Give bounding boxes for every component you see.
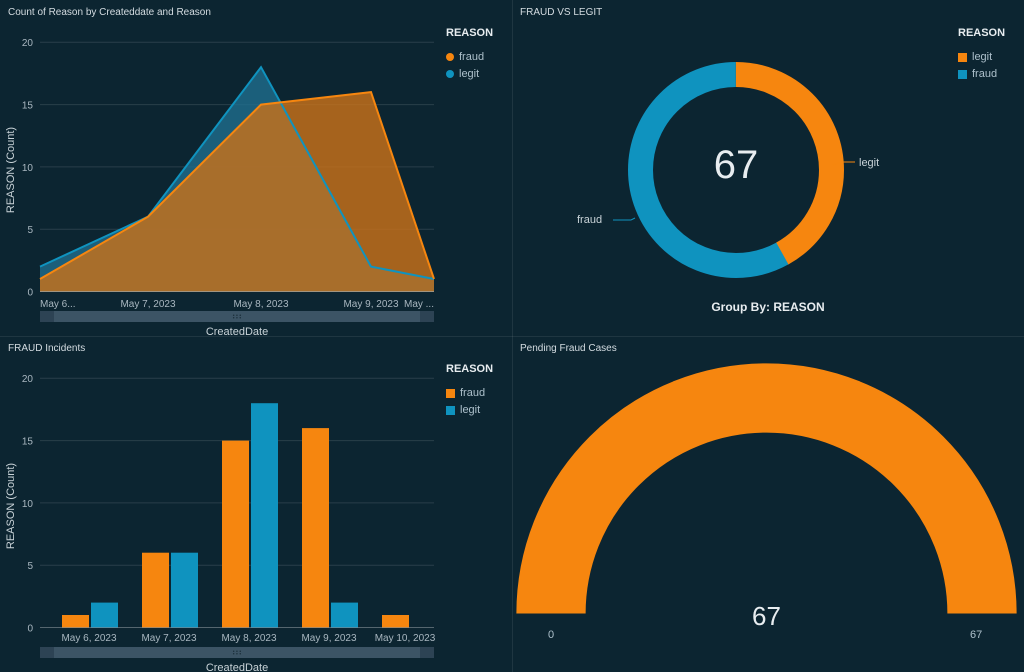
svg-text:May 6, 2023: May 6, 2023: [61, 633, 116, 644]
svg-text:67: 67: [714, 143, 759, 187]
svg-text:May 9, 2023: May 9, 2023: [301, 633, 356, 644]
svg-text:20: 20: [22, 374, 34, 385]
svg-text:May 8, 2023: May 8, 2023: [221, 633, 276, 644]
svg-text:May ...: May ...: [404, 299, 434, 310]
svg-text:0: 0: [27, 288, 33, 299]
svg-text:REASON (Count): REASON (Count): [5, 127, 17, 213]
svg-text:fraud: fraud: [577, 214, 602, 226]
svg-text:REASON (Count): REASON (Count): [5, 463, 17, 549]
svg-text:May 7, 2023: May 7, 2023: [141, 633, 196, 644]
svg-text:May 10, 2023: May 10, 2023: [375, 633, 436, 644]
svg-text:legit: legit: [859, 157, 879, 169]
svg-text:May 9, 2023: May 9, 2023: [343, 299, 398, 310]
svg-text:5: 5: [27, 561, 33, 572]
svg-text:10: 10: [22, 163, 34, 174]
svg-text:15: 15: [22, 437, 34, 448]
svg-text:May 8, 2023: May 8, 2023: [233, 299, 288, 310]
svg-text:20: 20: [22, 38, 34, 49]
svg-text:0: 0: [27, 624, 33, 635]
svg-text:15: 15: [22, 101, 34, 112]
svg-text:5: 5: [27, 225, 33, 236]
svg-text:10: 10: [22, 499, 34, 510]
svg-text:May 6...: May 6...: [40, 299, 76, 310]
svg-text:May 7, 2023: May 7, 2023: [120, 299, 175, 310]
